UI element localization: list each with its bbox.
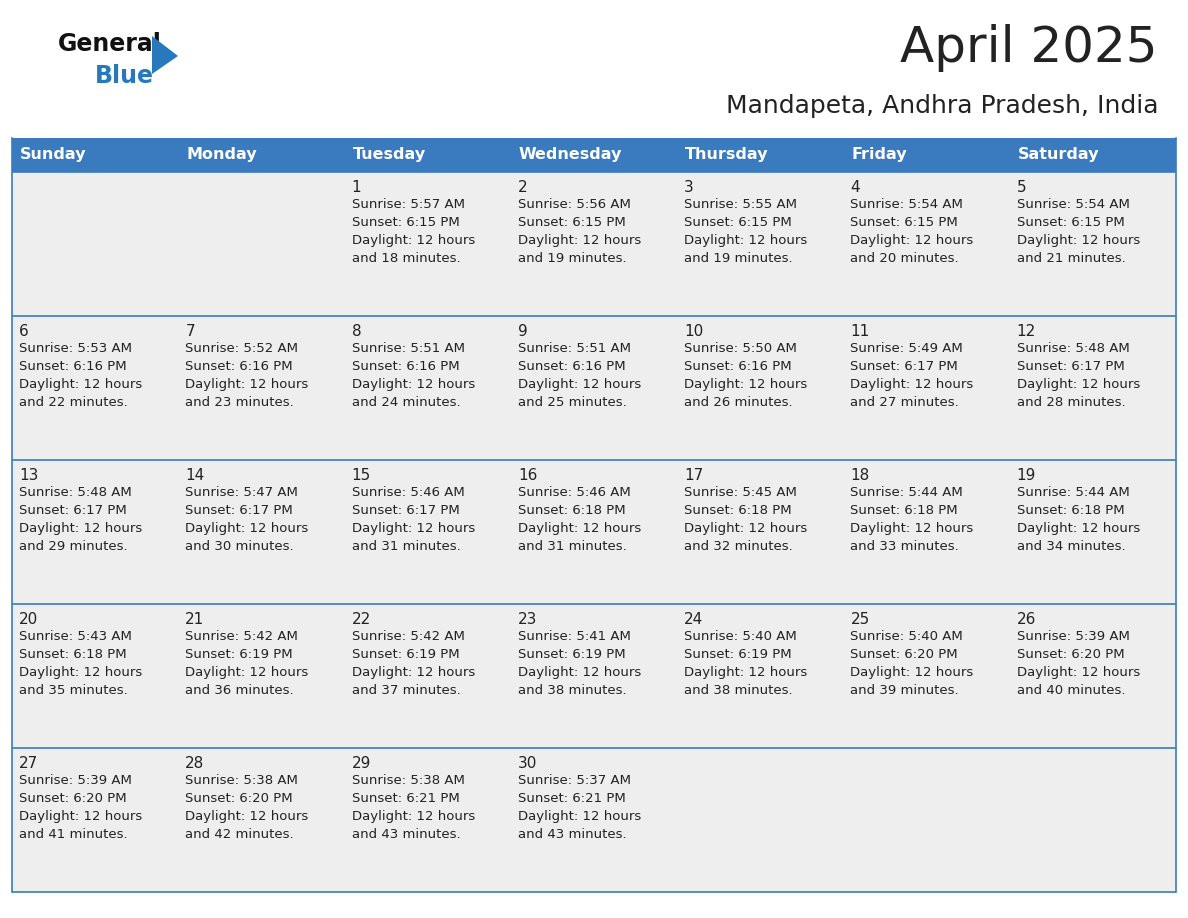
Text: Sunrise: 5:51 AM
Sunset: 6:16 PM
Daylight: 12 hours
and 24 minutes.: Sunrise: 5:51 AM Sunset: 6:16 PM Dayligh…: [352, 342, 475, 409]
Text: Tuesday: Tuesday: [353, 148, 425, 162]
Text: Sunrise: 5:51 AM
Sunset: 6:16 PM
Daylight: 12 hours
and 25 minutes.: Sunrise: 5:51 AM Sunset: 6:16 PM Dayligh…: [518, 342, 642, 409]
Text: Thursday: Thursday: [685, 148, 769, 162]
Text: Sunrise: 5:49 AM
Sunset: 6:17 PM
Daylight: 12 hours
and 27 minutes.: Sunrise: 5:49 AM Sunset: 6:17 PM Dayligh…: [851, 342, 974, 409]
Text: Sunrise: 5:40 AM
Sunset: 6:20 PM
Daylight: 12 hours
and 39 minutes.: Sunrise: 5:40 AM Sunset: 6:20 PM Dayligh…: [851, 630, 974, 697]
Text: Sunrise: 5:42 AM
Sunset: 6:19 PM
Daylight: 12 hours
and 37 minutes.: Sunrise: 5:42 AM Sunset: 6:19 PM Dayligh…: [352, 630, 475, 697]
Bar: [12, 460, 1176, 604]
Text: Mandapeta, Andhra Pradesh, India: Mandapeta, Andhra Pradesh, India: [726, 94, 1158, 118]
Text: Sunrise: 5:55 AM
Sunset: 6:15 PM
Daylight: 12 hours
and 19 minutes.: Sunrise: 5:55 AM Sunset: 6:15 PM Dayligh…: [684, 198, 808, 265]
Text: 18: 18: [851, 468, 870, 483]
Text: 24: 24: [684, 612, 703, 627]
Polygon shape: [152, 36, 178, 74]
Text: Sunrise: 5:38 AM
Sunset: 6:21 PM
Daylight: 12 hours
and 43 minutes.: Sunrise: 5:38 AM Sunset: 6:21 PM Dayligh…: [352, 774, 475, 841]
Bar: [12, 172, 1176, 316]
Text: 14: 14: [185, 468, 204, 483]
Text: 29: 29: [352, 756, 371, 771]
Text: 9: 9: [518, 324, 527, 339]
Text: 8: 8: [352, 324, 361, 339]
Bar: [843, 138, 1010, 172]
Text: 13: 13: [19, 468, 38, 483]
Text: Sunrise: 5:48 AM
Sunset: 6:17 PM
Daylight: 12 hours
and 28 minutes.: Sunrise: 5:48 AM Sunset: 6:17 PM Dayligh…: [1017, 342, 1140, 409]
Text: 1: 1: [352, 180, 361, 195]
Bar: [178, 138, 345, 172]
Text: Sunrise: 5:38 AM
Sunset: 6:20 PM
Daylight: 12 hours
and 42 minutes.: Sunrise: 5:38 AM Sunset: 6:20 PM Dayligh…: [185, 774, 309, 841]
Text: 16: 16: [518, 468, 537, 483]
Text: Sunrise: 5:53 AM
Sunset: 6:16 PM
Daylight: 12 hours
and 22 minutes.: Sunrise: 5:53 AM Sunset: 6:16 PM Dayligh…: [19, 342, 143, 409]
Text: Sunrise: 5:46 AM
Sunset: 6:17 PM
Daylight: 12 hours
and 31 minutes.: Sunrise: 5:46 AM Sunset: 6:17 PM Dayligh…: [352, 486, 475, 553]
Text: 11: 11: [851, 324, 870, 339]
Bar: [1010, 138, 1176, 172]
Bar: [345, 138, 511, 172]
Text: 5: 5: [1017, 180, 1026, 195]
Text: 30: 30: [518, 756, 537, 771]
Text: 10: 10: [684, 324, 703, 339]
Text: Sunrise: 5:37 AM
Sunset: 6:21 PM
Daylight: 12 hours
and 43 minutes.: Sunrise: 5:37 AM Sunset: 6:21 PM Dayligh…: [518, 774, 642, 841]
Text: Saturday: Saturday: [1018, 148, 1099, 162]
Text: Sunrise: 5:44 AM
Sunset: 6:18 PM
Daylight: 12 hours
and 33 minutes.: Sunrise: 5:44 AM Sunset: 6:18 PM Dayligh…: [851, 486, 974, 553]
Text: Blue: Blue: [95, 64, 154, 88]
Text: 28: 28: [185, 756, 204, 771]
Text: Sunrise: 5:54 AM
Sunset: 6:15 PM
Daylight: 12 hours
and 20 minutes.: Sunrise: 5:54 AM Sunset: 6:15 PM Dayligh…: [851, 198, 974, 265]
Bar: [12, 138, 178, 172]
Text: 20: 20: [19, 612, 38, 627]
Text: Sunrise: 5:44 AM
Sunset: 6:18 PM
Daylight: 12 hours
and 34 minutes.: Sunrise: 5:44 AM Sunset: 6:18 PM Dayligh…: [1017, 486, 1140, 553]
Text: 22: 22: [352, 612, 371, 627]
Text: 27: 27: [19, 756, 38, 771]
Bar: [12, 604, 1176, 748]
Text: Sunrise: 5:57 AM
Sunset: 6:15 PM
Daylight: 12 hours
and 18 minutes.: Sunrise: 5:57 AM Sunset: 6:15 PM Dayligh…: [352, 198, 475, 265]
Text: 23: 23: [518, 612, 537, 627]
Text: 12: 12: [1017, 324, 1036, 339]
Text: 26: 26: [1017, 612, 1036, 627]
Bar: [677, 138, 843, 172]
Text: 15: 15: [352, 468, 371, 483]
Text: Sunrise: 5:41 AM
Sunset: 6:19 PM
Daylight: 12 hours
and 38 minutes.: Sunrise: 5:41 AM Sunset: 6:19 PM Dayligh…: [518, 630, 642, 697]
Text: April 2025: April 2025: [901, 24, 1158, 72]
Text: Sunrise: 5:47 AM
Sunset: 6:17 PM
Daylight: 12 hours
and 30 minutes.: Sunrise: 5:47 AM Sunset: 6:17 PM Dayligh…: [185, 486, 309, 553]
Text: Sunrise: 5:52 AM
Sunset: 6:16 PM
Daylight: 12 hours
and 23 minutes.: Sunrise: 5:52 AM Sunset: 6:16 PM Dayligh…: [185, 342, 309, 409]
Text: 6: 6: [19, 324, 29, 339]
Bar: [12, 748, 1176, 892]
Text: General: General: [58, 32, 162, 56]
Text: Friday: Friday: [852, 148, 908, 162]
Text: Sunrise: 5:50 AM
Sunset: 6:16 PM
Daylight: 12 hours
and 26 minutes.: Sunrise: 5:50 AM Sunset: 6:16 PM Dayligh…: [684, 342, 808, 409]
Text: Sunrise: 5:42 AM
Sunset: 6:19 PM
Daylight: 12 hours
and 36 minutes.: Sunrise: 5:42 AM Sunset: 6:19 PM Dayligh…: [185, 630, 309, 697]
Text: 19: 19: [1017, 468, 1036, 483]
Text: Sunrise: 5:56 AM
Sunset: 6:15 PM
Daylight: 12 hours
and 19 minutes.: Sunrise: 5:56 AM Sunset: 6:15 PM Dayligh…: [518, 198, 642, 265]
Text: Wednesday: Wednesday: [519, 148, 623, 162]
Text: 7: 7: [185, 324, 195, 339]
Text: Sunrise: 5:45 AM
Sunset: 6:18 PM
Daylight: 12 hours
and 32 minutes.: Sunrise: 5:45 AM Sunset: 6:18 PM Dayligh…: [684, 486, 808, 553]
Bar: [12, 316, 1176, 460]
Text: 4: 4: [851, 180, 860, 195]
Text: 2: 2: [518, 180, 527, 195]
Text: Sunrise: 5:43 AM
Sunset: 6:18 PM
Daylight: 12 hours
and 35 minutes.: Sunrise: 5:43 AM Sunset: 6:18 PM Dayligh…: [19, 630, 143, 697]
Text: Sunrise: 5:46 AM
Sunset: 6:18 PM
Daylight: 12 hours
and 31 minutes.: Sunrise: 5:46 AM Sunset: 6:18 PM Dayligh…: [518, 486, 642, 553]
Text: Sunrise: 5:40 AM
Sunset: 6:19 PM
Daylight: 12 hours
and 38 minutes.: Sunrise: 5:40 AM Sunset: 6:19 PM Dayligh…: [684, 630, 808, 697]
Text: 25: 25: [851, 612, 870, 627]
Text: Monday: Monday: [187, 148, 257, 162]
Text: Sunrise: 5:48 AM
Sunset: 6:17 PM
Daylight: 12 hours
and 29 minutes.: Sunrise: 5:48 AM Sunset: 6:17 PM Dayligh…: [19, 486, 143, 553]
Text: Sunday: Sunday: [20, 148, 87, 162]
Bar: [511, 138, 677, 172]
Text: Sunrise: 5:39 AM
Sunset: 6:20 PM
Daylight: 12 hours
and 41 minutes.: Sunrise: 5:39 AM Sunset: 6:20 PM Dayligh…: [19, 774, 143, 841]
Text: 3: 3: [684, 180, 694, 195]
Text: Sunrise: 5:54 AM
Sunset: 6:15 PM
Daylight: 12 hours
and 21 minutes.: Sunrise: 5:54 AM Sunset: 6:15 PM Dayligh…: [1017, 198, 1140, 265]
Text: Sunrise: 5:39 AM
Sunset: 6:20 PM
Daylight: 12 hours
and 40 minutes.: Sunrise: 5:39 AM Sunset: 6:20 PM Dayligh…: [1017, 630, 1140, 697]
Text: 17: 17: [684, 468, 703, 483]
Text: 21: 21: [185, 612, 204, 627]
